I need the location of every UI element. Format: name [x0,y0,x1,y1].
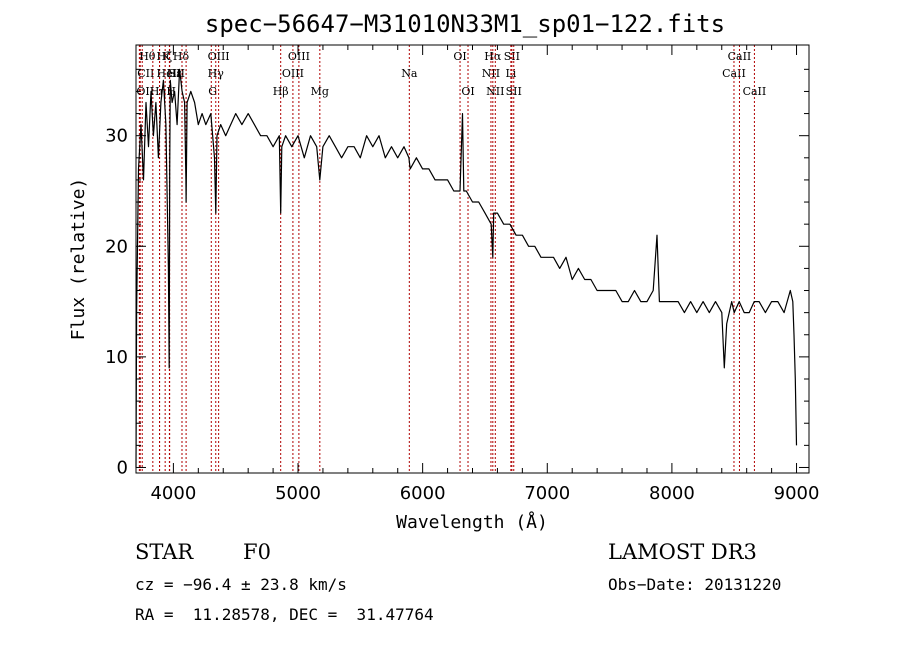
y-tick-label: 30 [105,126,128,147]
line-label-21: NII [482,67,500,80]
x-tick-label: 6000 [400,483,446,504]
y-tick-label: 20 [105,236,128,257]
line-label-24: Li [505,67,516,80]
line-label-27: CaII [722,67,746,80]
line-label-2: Hθ [139,50,156,63]
object-subclass: F0 [243,540,271,564]
line-label-12: Hγ [208,67,225,80]
line-label-19: OI [453,50,466,63]
y-tick-label: 10 [105,347,128,368]
y-axis-label: Flux (relative) [68,178,89,341]
line-label-11: G [208,85,217,98]
line-label-28: CaII [728,50,752,63]
line-label-18: Na [401,67,418,80]
line-label-23: NII [486,85,504,98]
line-label-4: Hζ [157,50,173,63]
line-label-20: OI [461,85,474,98]
line-label-15: OIII [282,67,304,80]
line-label-5: HeI [157,67,177,80]
line-label-26: SII [506,85,522,98]
redshift-velocity: cz = −96.4 ± 23.8 km/s [135,575,347,594]
line-label-14: Hβ [273,85,289,98]
line-label-9: SII [169,67,185,80]
line-label-8: Hε [167,67,183,80]
y-tick-label: 0 [117,457,128,478]
line-label-13: OIII [208,50,230,63]
coordinates: RA = 11.28578, DEC = 31.47764 [135,605,434,624]
spectral-line-markers: OIICIIHθHηHζHeIKHHεSIIHδGHγOIIIHβOIIIOII… [136,45,766,473]
plot-frame [135,44,810,474]
line-label-25: SII [504,50,520,63]
line-label-6: K [162,50,171,63]
axis-ticks: 4000 5000 6000 7000 8000 9000 0 10 20 30 [105,45,819,504]
x-tick-label: 8000 [649,483,695,504]
line-label-22: Hα [484,50,502,63]
line-label-10: Hδ [173,50,190,63]
x-tick-label: 5000 [275,483,321,504]
line-label-16: OIII [288,50,310,63]
line-label-29: CaII [743,85,767,98]
line-label-0: OII [136,85,154,98]
chart-title: spec−56647−M31010N33M1_sp01−122.fits [205,10,725,38]
survey-name: LAMOST DR3 [608,540,757,564]
x-tick-label: 4000 [150,483,196,504]
x-axis-label: Wavelength (Å) [396,511,548,533]
x-tick-label: 7000 [524,483,570,504]
object-class: STAR [135,540,194,564]
spectrum-series [135,68,798,468]
line-label-17: Mg [311,85,329,98]
spectrum-line [135,68,798,468]
line-label-1: CII [137,67,154,80]
observation-date: Obs−Date: 20131220 [608,575,782,594]
x-tick-label: 9000 [774,483,820,504]
